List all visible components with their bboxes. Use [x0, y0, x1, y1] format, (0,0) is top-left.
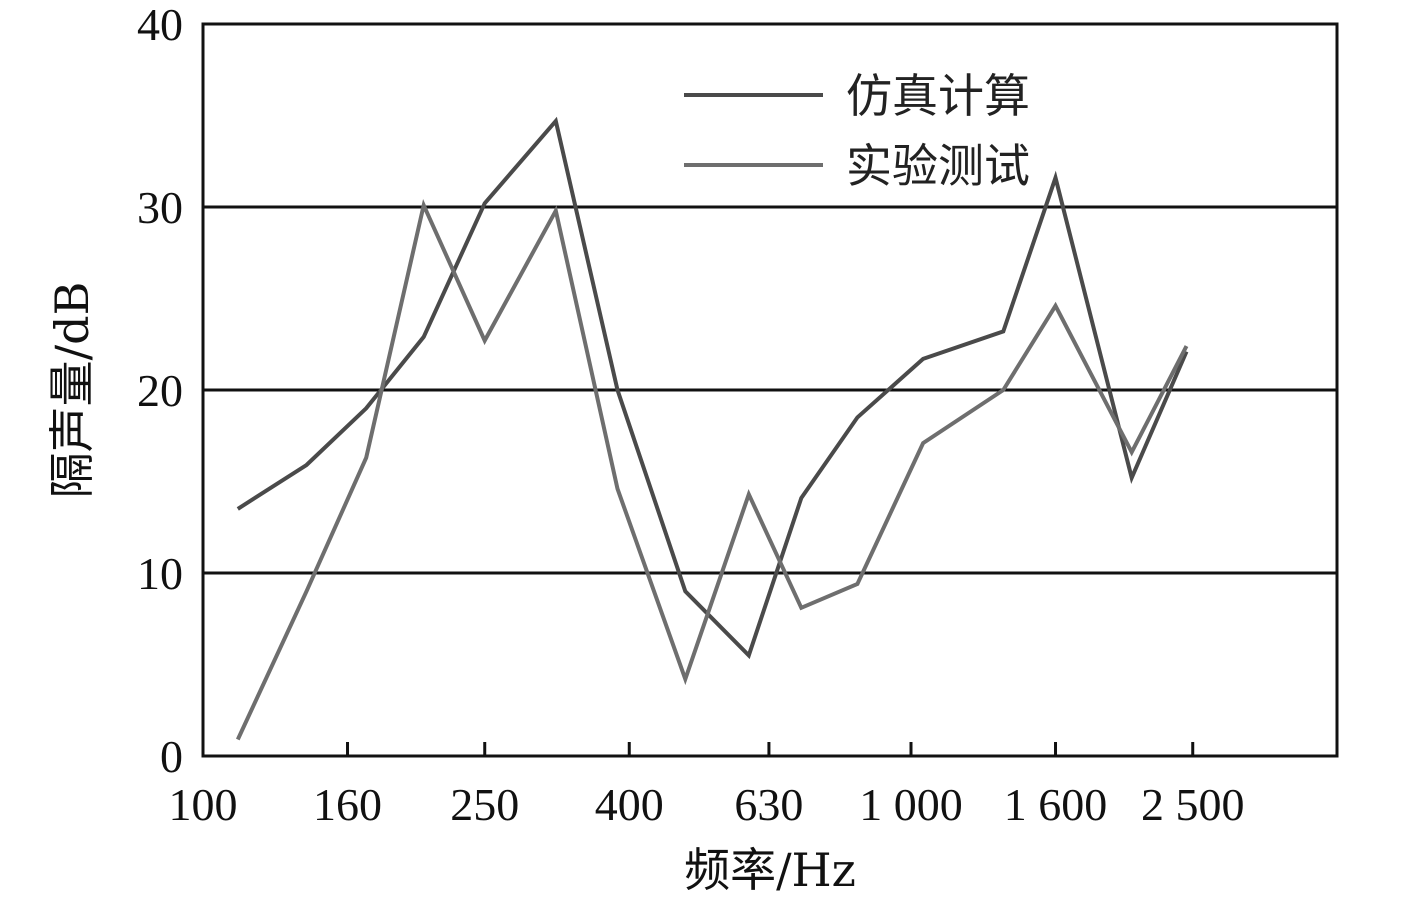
legend-label-simulation: 仿真计算 [846, 69, 1030, 123]
y-tick-label: 0 [160, 731, 183, 782]
grid-lines [203, 205, 1337, 575]
x-tick-label: 160 [313, 779, 382, 830]
y-tick-labels: 0 10 20 30 40 [137, 0, 183, 782]
x-axis-title: 频率/Hz [684, 843, 856, 897]
series-line-experiment [235, 198, 1189, 741]
x-tick-label: 250 [450, 779, 519, 830]
series-layer [235, 116, 1189, 741]
y-axis-title: 隔声量/dB [45, 282, 99, 499]
x-tick-label: 100 [169, 779, 238, 830]
legend: 仿真计算 实验测试 [684, 69, 1030, 193]
x-tick-label: 2 500 [1141, 779, 1245, 830]
x-tick-label: 1 600 [1004, 779, 1108, 830]
tick-marks [346, 742, 1195, 756]
x-tick-label: 1 000 [859, 779, 963, 830]
y-tick-label: 40 [137, 0, 183, 50]
y-tick-label: 20 [137, 365, 183, 416]
legend-label-experiment: 实验测试 [846, 139, 1030, 193]
y-tick-label: 30 [137, 182, 183, 233]
x-tick-label: 400 [595, 779, 664, 830]
x-tick-label: 630 [734, 779, 803, 830]
y-tick-label: 10 [137, 548, 183, 599]
x-tick-labels: 100 160 250 400 630 1 000 1 600 2 500 [169, 779, 1245, 830]
series-line-simulation [236, 116, 1189, 660]
